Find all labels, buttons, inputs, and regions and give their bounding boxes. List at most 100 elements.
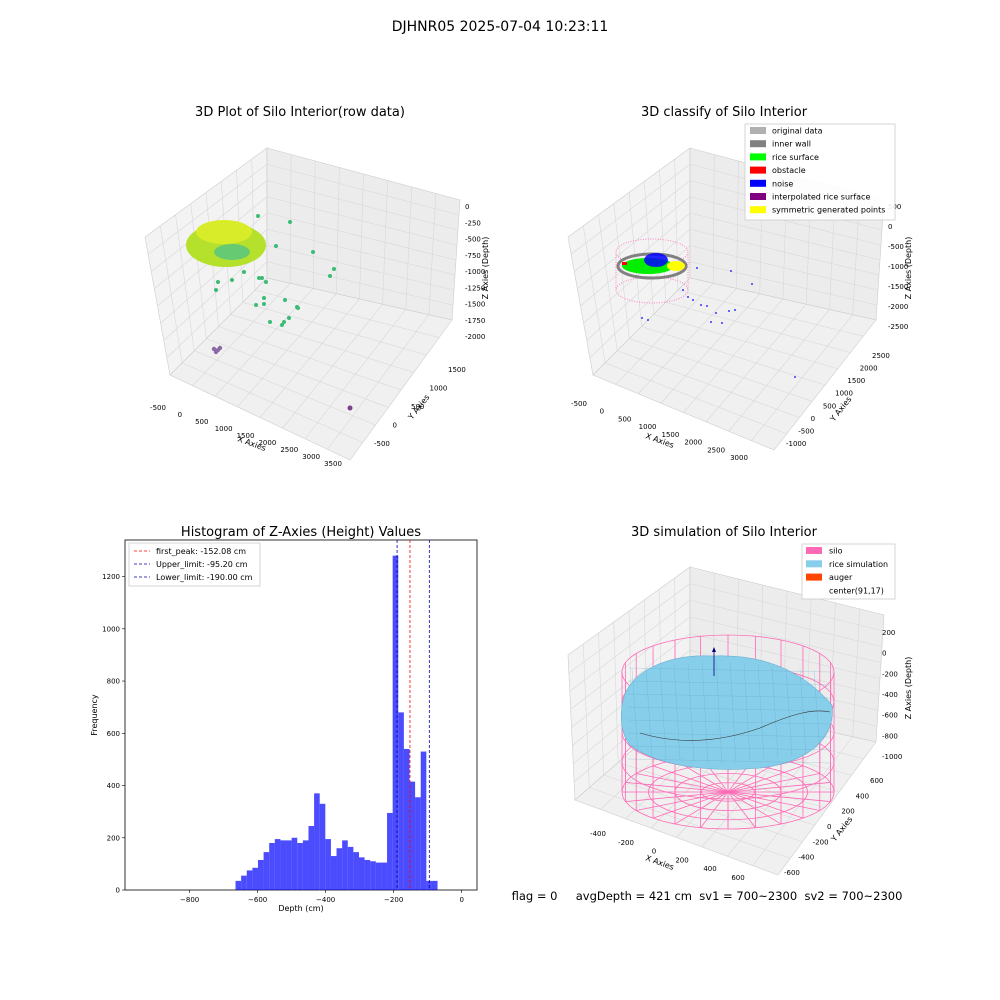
histogram-y-tick: 1000	[102, 625, 120, 633]
histogram-bar	[274, 839, 281, 890]
raw-y-tick: -500	[374, 440, 390, 448]
histogram-bar	[420, 751, 427, 890]
histogram-bar	[246, 870, 253, 890]
legend-swatch	[750, 153, 766, 161]
grid-line	[570, 164, 691, 255]
grid-line	[359, 173, 364, 300]
raw-point	[217, 345, 223, 351]
histogram-bar	[347, 846, 354, 890]
simulation-z-tick: -600	[882, 712, 898, 720]
raw-data-3d-plot: 3D Plot of Silo Interior(row data) -5000…	[144, 105, 490, 468]
legend-entry: center(91,17)	[829, 586, 884, 595]
grid-line	[659, 170, 667, 303]
mesh-line	[715, 659, 723, 765]
raw-surface-peak	[196, 220, 252, 244]
grid-line	[569, 600, 691, 692]
classify-y-tick: 1000	[835, 390, 853, 398]
legend-entry: symmetric generated points	[772, 206, 885, 215]
classify-symmetric-points	[667, 261, 685, 271]
simulation-x-label: X Axies	[644, 853, 675, 872]
grid-line	[689, 616, 882, 663]
mesh-line	[729, 661, 737, 763]
grid-line	[266, 163, 460, 216]
histogram-bar	[387, 812, 393, 890]
histogram-x-tick: −200	[384, 896, 403, 904]
raw-point	[288, 220, 292, 224]
classify-x-ticks: -500 0 500 1000 1500 2000 2500 3000	[571, 400, 748, 462]
legend-swatch	[750, 179, 766, 187]
mesh-line	[627, 706, 831, 712]
raw-plot-title: 3D Plot of Silo Interior(row data)	[195, 105, 405, 120]
mesh-line	[757, 664, 765, 760]
legend-swatch	[806, 573, 822, 581]
rice-simulation-surface	[620, 655, 833, 770]
simulation-x-tick: 600	[731, 874, 744, 882]
histogram-x-tick: −400	[316, 896, 335, 904]
noise-point	[734, 309, 736, 311]
raw-x-tick: 2500	[280, 446, 298, 454]
classify-x-tick: 0	[600, 408, 604, 416]
histogram-bar	[398, 712, 404, 890]
grid-line	[665, 301, 851, 353]
simulation-legend: silo rice simulation auger center(91,17)	[801, 543, 896, 600]
grid-line	[689, 196, 882, 246]
raw-point	[264, 280, 268, 284]
legend-entry: obstacle	[772, 166, 806, 175]
grid-line	[689, 599, 883, 648]
simulation-y-tick: 0	[827, 823, 831, 831]
raw-y-tick: 1000	[430, 385, 448, 393]
legend-swatch	[806, 586, 822, 594]
histogram-bar	[308, 826, 315, 890]
classify-y-tick: -500	[798, 427, 814, 435]
auger-marker-tip	[712, 647, 716, 652]
classify-noise-points	[641, 267, 796, 378]
histogram-y-tick: 600	[107, 730, 120, 738]
grid-line	[574, 180, 691, 272]
legend-entry: auger	[829, 573, 853, 582]
grid-line	[677, 289, 864, 337]
simulation-y-tick: 600	[870, 777, 883, 785]
mesh-line	[813, 670, 821, 754]
histogram-bar	[291, 837, 298, 890]
noise-point	[794, 376, 796, 378]
raw-y-label: Y Axies	[406, 393, 432, 422]
simulation-y-tick: 200	[841, 808, 854, 816]
classify-legend-box	[744, 123, 896, 221]
histogram-legend-entry: Upper_limit: -95.20 cm	[156, 560, 248, 569]
mesh-line	[743, 662, 751, 762]
histogram-reference-lines	[396, 540, 430, 890]
noise-point	[696, 267, 698, 269]
histogram-y-tick: 200	[107, 834, 120, 842]
raw-point	[283, 298, 287, 302]
classify-x-tick: 1500	[662, 431, 680, 439]
mesh-line	[673, 664, 681, 760]
raw-point	[311, 250, 315, 254]
grid-line	[660, 293, 760, 404]
classify-x-tick: 3000	[730, 454, 748, 462]
histogram-x-tick: −800	[180, 896, 199, 904]
classify-x-tick: 1000	[639, 423, 657, 431]
classify-z-tick: -2000	[888, 303, 908, 311]
classify-y-tick: -1000	[786, 440, 806, 448]
raw-point	[287, 316, 291, 320]
grid-line	[643, 181, 654, 315]
simulation-3d-plot: 3D simulation of Silo Interior -400 -200 0…	[567, 525, 913, 882]
grid-line	[237, 293, 337, 408]
raw-point	[274, 244, 278, 248]
grid-line	[570, 616, 691, 710]
legend-entry: original data	[772, 127, 823, 136]
raw-point	[256, 214, 260, 218]
raw-point	[216, 280, 220, 284]
histogram-bar	[241, 875, 247, 890]
grid-line	[689, 583, 884, 632]
grid-line	[266, 180, 459, 231]
simulation-y-tick: -200	[813, 838, 829, 846]
raw-z-tick: -1500	[465, 301, 485, 309]
legend-swatch	[750, 166, 766, 174]
noise-point	[751, 283, 753, 285]
classify-y-ticks: -1000 -500 0 500 1000 1500 2000 2500	[786, 352, 890, 448]
raw-z-ticks: 0 -250 -500 -750 -1000 -1250 -1500 -1750 -2000	[465, 203, 485, 341]
